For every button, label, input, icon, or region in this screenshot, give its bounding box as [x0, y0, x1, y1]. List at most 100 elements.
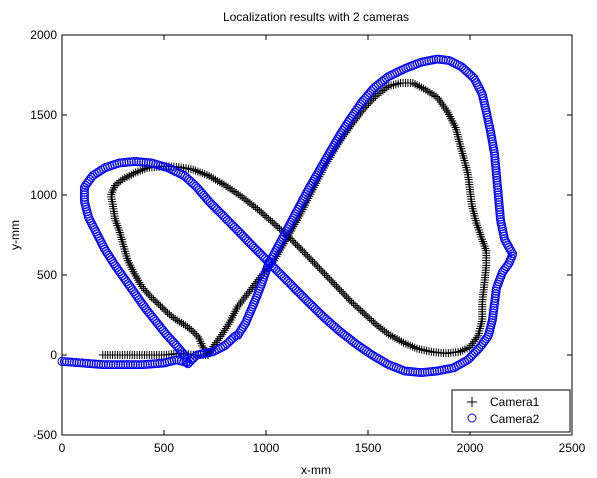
camera1-point [318, 268, 327, 277]
camera1-point [228, 186, 237, 195]
camera2-point [147, 359, 157, 369]
camera1-point [260, 211, 269, 220]
camera1-point [145, 291, 154, 300]
camera2-point [155, 358, 165, 368]
legend-item-camera1: Camera1 [467, 395, 540, 409]
camera2-point [130, 360, 140, 370]
camera2-point [81, 180, 91, 190]
camera1-point [271, 221, 280, 230]
camera1-point [395, 336, 404, 345]
camera1-point [223, 322, 232, 331]
camera1-point [340, 291, 349, 300]
camera1-point [194, 332, 203, 341]
camera1-point [288, 236, 297, 245]
camera1-point [308, 257, 317, 266]
camera1-point [332, 282, 341, 291]
camera1-point [161, 307, 170, 316]
camera1-point [268, 218, 277, 227]
camera2-point [133, 360, 143, 370]
camera1-point [273, 223, 282, 232]
camera2-point [91, 359, 101, 369]
x-axis-label: x-mm [301, 463, 331, 477]
camera1-point [130, 269, 139, 278]
y-tick-label: 0 [50, 348, 57, 362]
camera1-point [207, 173, 216, 182]
y-tick-label: 1000 [30, 188, 57, 202]
camera2-point [190, 351, 200, 361]
camera1-point [423, 87, 432, 96]
camera1-point [303, 252, 312, 261]
camera1-point [335, 285, 344, 294]
camera1-point [344, 294, 353, 303]
x-tick-label: 1500 [355, 441, 382, 455]
camera2-point [79, 358, 89, 368]
camera1-point [192, 331, 201, 340]
camera2-point [59, 357, 69, 367]
camera1-point [310, 259, 319, 268]
camera2-point [81, 358, 91, 368]
camera2-point [131, 156, 141, 166]
camera1-point [360, 309, 369, 318]
camera1-point [151, 296, 160, 305]
camera2-point [108, 360, 118, 370]
camera2-point [86, 359, 96, 369]
camera1-point [427, 89, 436, 98]
camera1-point [322, 271, 331, 280]
camera2-point [94, 359, 104, 369]
camera1-point [219, 328, 228, 337]
camera1-point [217, 179, 226, 188]
camera1-point [147, 293, 156, 302]
legend: Camera1 Camera2 [451, 389, 571, 433]
camera1-point [305, 253, 314, 262]
camera2-point [150, 359, 160, 369]
camera1-point [257, 208, 266, 217]
camera1-point [358, 308, 367, 317]
camera2-point [135, 360, 145, 370]
camera1-point [327, 276, 336, 285]
camera1-point [158, 303, 167, 312]
camera2-point [74, 358, 84, 368]
camera2-point [183, 359, 193, 369]
camera1-point [342, 292, 351, 301]
camera2-point [145, 359, 155, 369]
camera1-point [328, 278, 337, 287]
camera1-point [177, 318, 186, 327]
camera2-point [123, 360, 133, 370]
camera2-point [69, 357, 79, 367]
camera1-point [154, 300, 163, 309]
camera2-point [111, 360, 121, 370]
y-axis-label: y-mm [8, 220, 22, 250]
camera1-point [293, 241, 302, 250]
camera2-point [89, 359, 99, 369]
camera1-point [334, 283, 343, 292]
camera1-point [118, 175, 127, 184]
camera1-point [386, 331, 395, 340]
camera2-point [138, 360, 148, 370]
x-tick-label: 0 [59, 441, 66, 455]
camera1-point [230, 187, 239, 196]
camera1-point [131, 271, 140, 280]
camera1-point [356, 306, 365, 315]
camera1-point [472, 333, 481, 342]
camera1-point [291, 239, 300, 248]
camera1-point [393, 335, 402, 344]
camera1-point [275, 224, 284, 233]
camera2-point [303, 297, 313, 307]
camera1-point [320, 269, 329, 278]
camera1-point [152, 298, 161, 307]
camera1-point [339, 289, 348, 298]
camera1-point [421, 85, 430, 94]
legend-plus-marker [467, 397, 477, 407]
camera2-point [505, 244, 515, 254]
camera2-point [79, 182, 89, 192]
camera1-point [264, 214, 273, 223]
camera1-point [165, 310, 174, 319]
camera1-point [270, 219, 279, 228]
camera2-point [79, 192, 89, 202]
legend-item-camera2: Camera2 [467, 412, 540, 426]
camera1-point [232, 188, 241, 197]
camera1-point [312, 260, 321, 269]
x-tick-label: 2500 [559, 441, 586, 455]
camera2-point [182, 357, 192, 367]
